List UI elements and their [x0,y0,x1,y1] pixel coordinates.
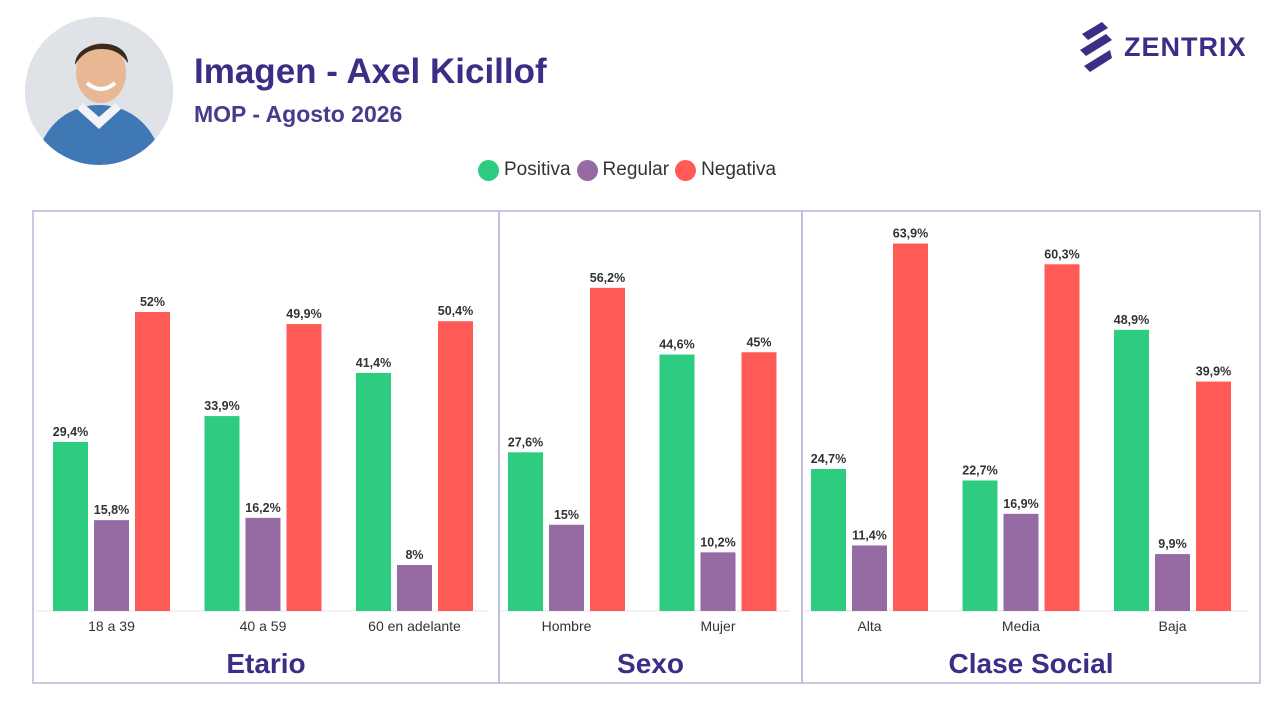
legend-label-negativa: Negativa [701,159,777,180]
bar-sexo-mujer-positiva [659,354,695,611]
data-label-etario-18-a-39-negativa: 52% [140,295,165,309]
data-label-clase-social-baja-regular: 9,9% [1158,537,1187,551]
legend-label-positiva: Positiva [504,159,571,180]
bar-sexo-mujer-regular [700,552,736,611]
data-label-clase-social-alta-regular: 11,4% [852,528,887,542]
bar-sexo-hombre-negativa [590,287,625,611]
panel-title-etario: Etario [226,648,305,679]
chart-legend: Positiva Regular Negativa [478,155,782,185]
data-label-clase-social-alta-positiva: 24,7% [811,452,846,466]
bar-etario-60-en-adelante-regular [397,565,432,611]
legend-item-negativa: Negativa [675,159,776,181]
data-label-sexo-mujer-negativa: 45% [746,335,771,349]
bar-etario-18-a-39-regular [94,520,129,611]
legend-item-positiva: Positiva [478,159,571,181]
legend-item-regular: Regular [576,159,670,181]
tick-label-18-a-39: 18 a 39 [88,618,135,634]
panel-title-clase-social: Clase Social [949,648,1114,679]
bar-etario-40-a-59-positiva [204,416,240,611]
bar-sexo-mujer-negativa [741,352,777,611]
brand-name: ZENTRIX [1124,31,1247,62]
data-label-sexo-hombre-regular: 15% [554,508,579,522]
bar-clase-social-alta-positiva [811,468,846,611]
page-title: Imagen - Axel Kicillof [194,52,547,91]
bar-etario-60-en-adelante-negativa [438,321,473,611]
data-label-etario-40-a-59-negativa: 49,9% [286,307,321,321]
bar-etario-40-a-59-regular [245,517,281,611]
tick-label-40-a-59: 40 a 59 [240,618,287,634]
data-label-etario-40-a-59-positiva: 33,9% [204,399,239,413]
data-label-clase-social-baja-positiva: 48,9% [1114,313,1149,327]
tick-label-mujer: Mujer [700,618,735,634]
data-label-etario-40-a-59-regular: 16,2% [245,501,280,515]
data-label-clase-social-media-positiva: 22,7% [962,463,997,477]
legend-dot-positiva [478,159,499,181]
bar-clase-social-media-negativa [1044,264,1080,611]
bar-clase-social-alta-regular [852,545,887,611]
data-label-clase-social-media-negativa: 60,3% [1044,247,1079,261]
tick-label-media: Media [1002,618,1040,634]
data-label-clase-social-media-regular: 16,9% [1003,497,1038,511]
page-subtitle: MOP - Agosto 2026 [194,101,403,127]
legend-label-regular: Regular [602,159,670,180]
data-label-etario-18-a-39-positiva: 29,4% [53,425,88,439]
bar-clase-social-media-positiva [962,480,998,611]
legend-dot-regular [576,159,598,181]
data-label-sexo-mujer-positiva: 44,6% [659,338,694,352]
bar-sexo-hombre-regular [549,524,584,611]
data-label-sexo-hombre-positiva: 27,6% [508,435,543,449]
avatar [25,17,173,165]
data-label-sexo-mujer-regular: 10,2% [700,535,735,549]
brand-logo: ZENTRIX [1076,20,1247,74]
bar-etario-40-a-59-negativa [286,324,322,611]
tick-label-hombre: Hombre [542,618,592,634]
legend-dot-negativa [675,159,697,181]
tick-label-60-en-adelante: 60 en adelante [368,618,461,634]
panel-title-sexo: Sexo [617,648,684,679]
zentrix-logo-icon [1080,22,1112,72]
data-label-clase-social-alta-negativa: 63,9% [893,227,928,241]
bar-clase-social-alta-negativa [893,243,928,611]
bar-clase-social-media-regular [1003,513,1039,611]
bar-sexo-hombre-positiva [508,452,543,611]
bar-etario-18-a-39-positiva [53,441,88,611]
bar-etario-60-en-adelante-positiva [356,372,391,611]
tick-label-alta: Alta [857,618,881,634]
data-label-etario-18-a-39-regular: 15,8% [94,503,129,517]
tick-label-baja: Baja [1158,618,1186,634]
data-label-sexo-hombre-negativa: 56,2% [590,271,625,285]
bar-clase-social-baja-negativa [1196,381,1231,611]
panel-frame-etario [32,210,500,684]
person-photo-icon [25,17,173,165]
data-label-etario-60-en-adelante-negativa: 50,4% [438,304,473,318]
panel-frame-clase-social [801,210,1261,684]
data-label-etario-60-en-adelante-regular: 8% [405,548,423,562]
bar-clase-social-baja-positiva [1114,329,1149,611]
data-label-etario-60-en-adelante-positiva: 41,4% [356,356,391,370]
bar-clase-social-baja-regular [1155,554,1190,611]
bar-etario-18-a-39-negativa [135,312,170,611]
data-label-clase-social-baja-negativa: 39,9% [1196,365,1231,379]
